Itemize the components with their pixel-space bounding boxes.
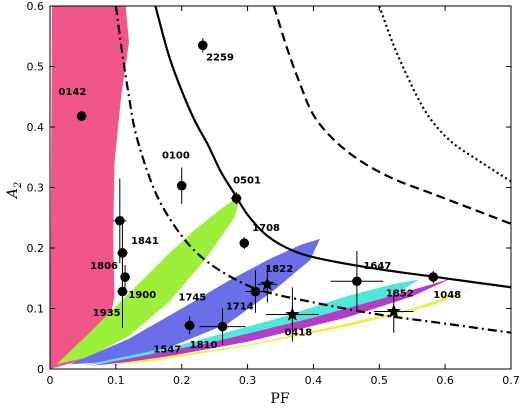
- data-label: 1810: [190, 340, 218, 351]
- circle-marker: [120, 272, 130, 282]
- point-1647: 1647: [330, 251, 391, 312]
- data-label: 0418: [284, 328, 312, 339]
- data-label: 1841: [131, 236, 159, 247]
- point-1048: 1048: [428, 270, 461, 301]
- data-label: 1935: [93, 308, 121, 319]
- region-cyan: [82, 279, 419, 366]
- data-label: 1647: [363, 261, 391, 272]
- x-tick-label: 0.7: [502, 374, 520, 387]
- data-label: 1708: [252, 223, 280, 234]
- data-label: 1547: [153, 345, 181, 356]
- point-1708: 1708: [239, 223, 280, 250]
- curve-dashed: [272, 6, 511, 225]
- curve-dotted: [378, 6, 511, 183]
- circle-marker: [76, 111, 87, 121]
- point-1852: 1852: [374, 288, 414, 333]
- x-tick-label: 0.3: [239, 374, 257, 387]
- region-green: [56, 194, 241, 365]
- point-2259: 2259: [197, 38, 234, 63]
- regions-layer: [50, 6, 475, 369]
- point-1822: 1822: [257, 264, 293, 303]
- y-tick-label: 0.4: [27, 121, 45, 134]
- star-marker: [386, 304, 401, 318]
- points-layer: 0142 2259 0100 0501 1708 1841 1806 1900 1935 1745…: [59, 38, 461, 356]
- circle-marker: [117, 286, 128, 297]
- circle-marker: [231, 193, 242, 204]
- point-1547: 1547: [153, 316, 195, 356]
- y-axis-label-sub: 2: [13, 182, 24, 189]
- curve-solid: [154, 6, 511, 289]
- point-1745: 1745: [178, 293, 206, 304]
- data-label: 1714: [226, 302, 254, 313]
- point-1810: 1810: [190, 308, 246, 351]
- data-label: 2259: [206, 52, 234, 63]
- circle-marker: [197, 40, 208, 51]
- point-0142: 0142: [59, 87, 87, 121]
- circle-marker: [428, 272, 439, 282]
- x-tick-label: 0.2: [173, 374, 191, 387]
- circle-marker: [250, 286, 261, 297]
- point-0501: 0501: [231, 175, 261, 205]
- data-label: 0142: [59, 87, 87, 98]
- data-label: 1852: [386, 288, 414, 299]
- circle-marker: [176, 180, 187, 191]
- y-tick-label: 0.5: [27, 61, 45, 74]
- data-label: 1806: [90, 261, 118, 272]
- x-axis: 0 0.1 0.2 0.3 0.4 0.5 0.6 0.7: [47, 6, 520, 387]
- x-tick-label: 0.6: [436, 374, 454, 387]
- y-tick-label: 0.3: [27, 182, 45, 195]
- point-1806: 1806: [90, 178, 127, 272]
- circle-marker: [184, 320, 195, 331]
- y-axis: 0 0.1 0.2 0.3 0.4 0.5 0.6: [27, 0, 511, 376]
- y-axis-label-main: A: [5, 188, 21, 200]
- curve-dashdot: [114, 6, 511, 334]
- circle-marker: [115, 215, 125, 226]
- data-label: 0100: [162, 150, 190, 161]
- region-blue: [69, 238, 320, 365]
- x-tick-label: 0.5: [371, 374, 389, 387]
- y-tick-label: 0.2: [27, 242, 45, 255]
- point-1714: 1714: [226, 270, 266, 313]
- point-0418: 0418: [266, 287, 319, 342]
- data-label: 1048: [433, 290, 461, 301]
- y-tick-label: 0: [37, 363, 44, 376]
- region-pink: [50, 6, 129, 369]
- point-1935: 1935: [93, 255, 128, 328]
- star-marker: [285, 307, 300, 321]
- point-0100: 0100: [162, 150, 190, 204]
- x-tick-label: 0.4: [305, 374, 323, 387]
- x-tick-label: 0: [47, 374, 54, 387]
- circle-marker: [352, 276, 362, 287]
- data-label: 0501: [233, 175, 261, 186]
- x-axis-label: PF: [270, 391, 289, 407]
- y-axis-label: A2: [5, 182, 24, 201]
- y-tick-label: 0.1: [27, 303, 45, 316]
- x-tick-label: 0.1: [107, 374, 125, 387]
- curves-layer: [114, 6, 511, 334]
- data-label: 1745: [178, 293, 206, 304]
- y-tick-label: 0.6: [27, 0, 45, 13]
- svg-text:A2: A2: [5, 182, 24, 201]
- star-marker: [260, 276, 275, 291]
- data-label: 1900: [128, 290, 156, 301]
- circle-marker: [217, 321, 228, 332]
- data-label: 1822: [265, 264, 293, 275]
- circle-marker: [239, 238, 250, 248]
